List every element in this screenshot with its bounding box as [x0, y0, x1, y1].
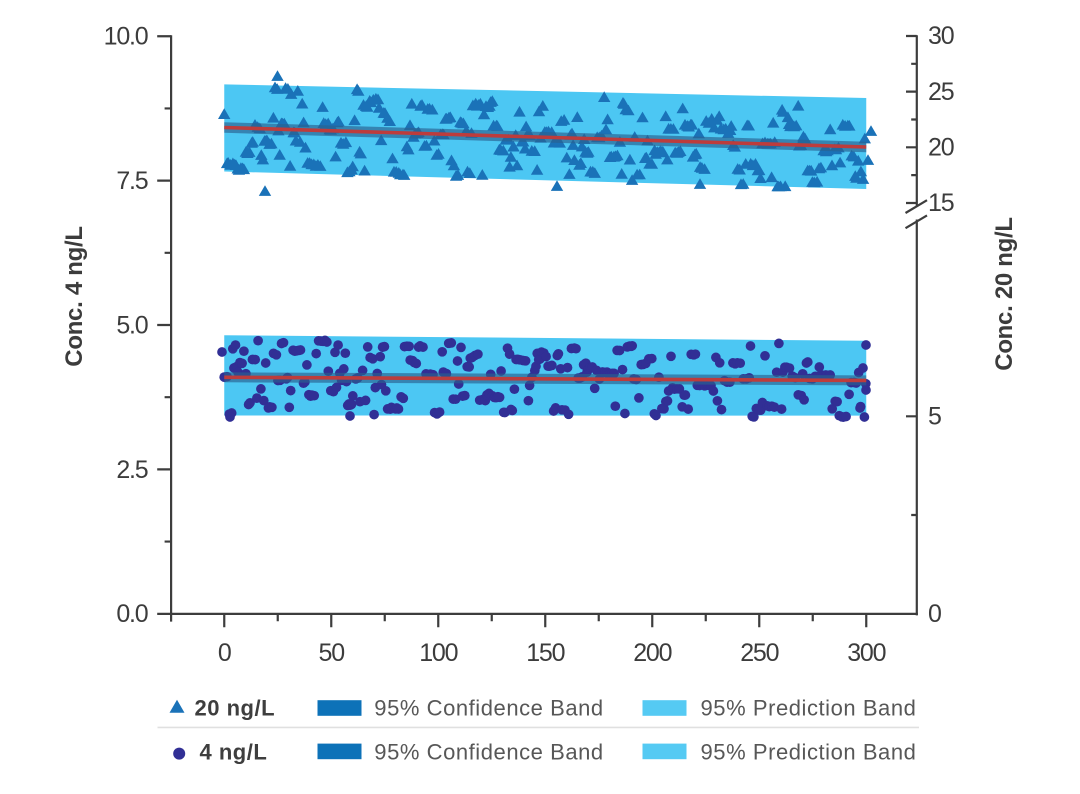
svg-text:50: 50: [319, 639, 345, 667]
svg-text:200: 200: [633, 639, 671, 667]
svg-text:0: 0: [928, 600, 941, 628]
svg-text:95% Prediction Band: 95% Prediction Band: [701, 696, 917, 721]
svg-text:4 ng/L: 4 ng/L: [200, 739, 268, 764]
svg-text:0.0: 0.0: [116, 600, 147, 628]
svg-text:150: 150: [526, 639, 564, 667]
svg-text:7.5: 7.5: [116, 167, 147, 195]
svg-text:15: 15: [928, 189, 954, 217]
svg-text:300: 300: [847, 639, 885, 667]
svg-text:5: 5: [928, 403, 941, 431]
svg-text:25: 25: [928, 78, 954, 106]
svg-text:Conc. 4 ng/L: Conc. 4 ng/L: [61, 226, 88, 366]
svg-text:2.5: 2.5: [116, 456, 147, 484]
svg-text:Conc. 20 ng/L: Conc. 20 ng/L: [991, 217, 1018, 370]
svg-text:20: 20: [928, 134, 954, 162]
svg-text:95% Prediction Band: 95% Prediction Band: [701, 739, 917, 764]
svg-text:0: 0: [218, 639, 231, 667]
svg-text:250: 250: [740, 639, 778, 667]
svg-text:95% Confidence Band: 95% Confidence Band: [374, 696, 603, 721]
svg-text:20 ng/L: 20 ng/L: [195, 696, 276, 721]
svg-text:10.0: 10.0: [104, 23, 148, 51]
svg-text:100: 100: [419, 639, 457, 667]
svg-text:30: 30: [928, 22, 954, 50]
svg-text:5.0: 5.0: [116, 311, 147, 339]
svg-text:95% Confidence Band: 95% Confidence Band: [374, 739, 603, 764]
